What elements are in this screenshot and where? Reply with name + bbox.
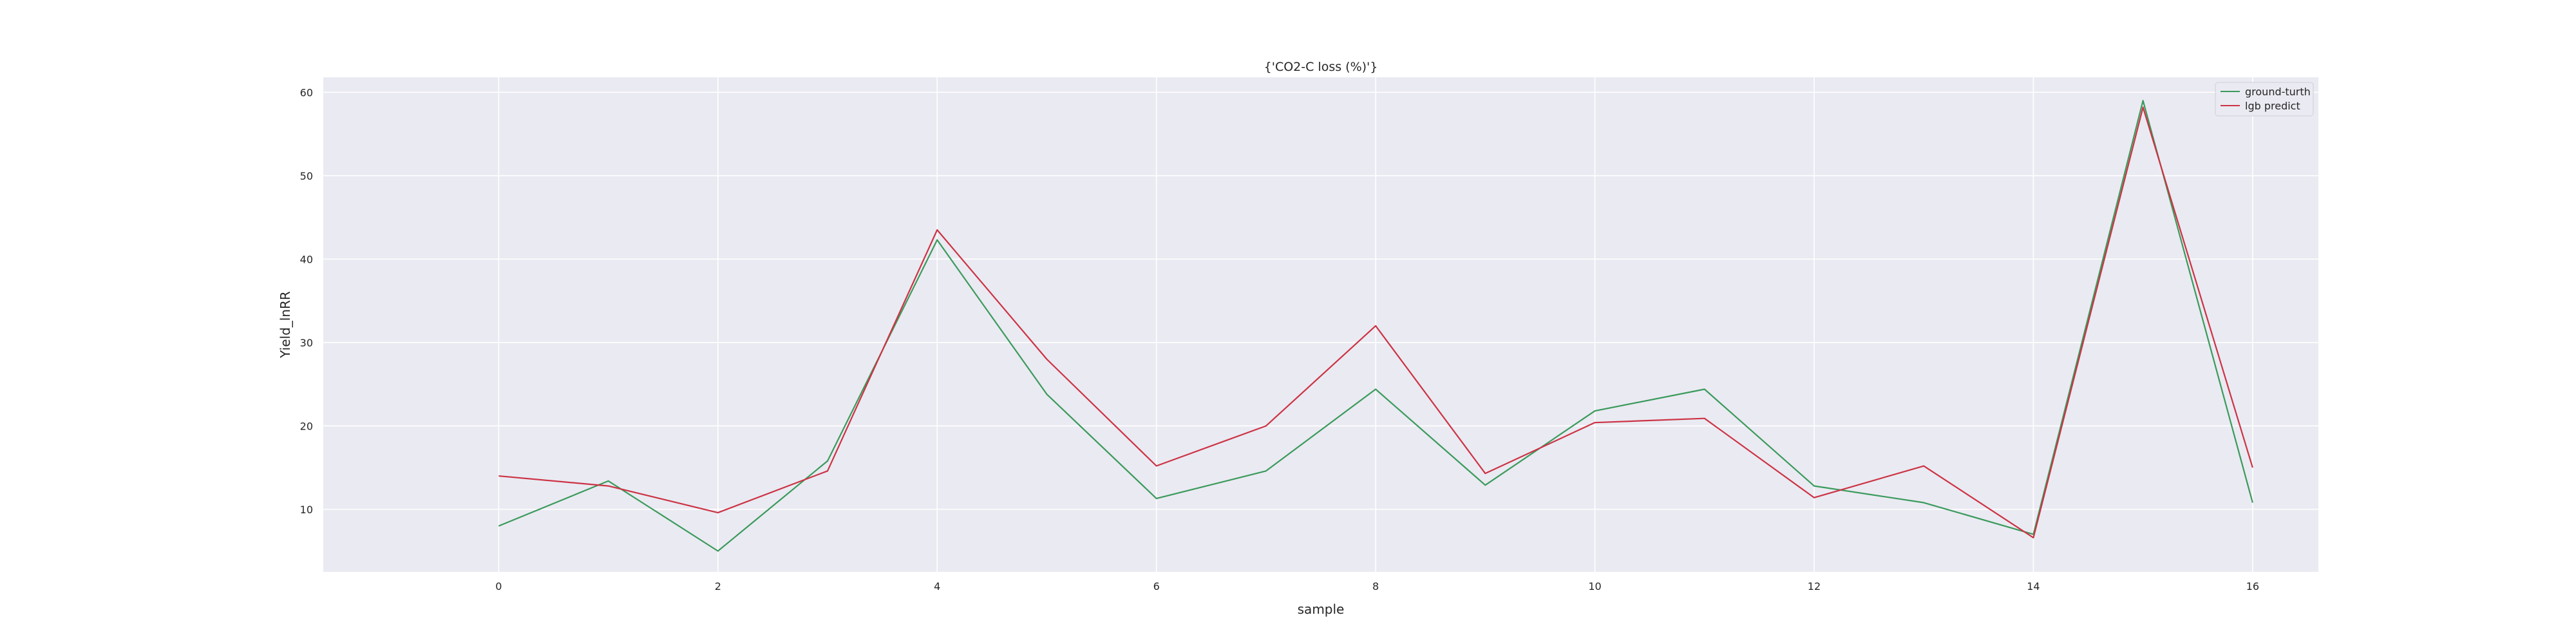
x-tick-label: 10 (1588, 580, 1601, 592)
series-lines (498, 100, 2253, 552)
y-tick-labels: 10 20 30 40 50 60 (300, 86, 313, 516)
legend-label-ground-turth: ground-turth (2245, 86, 2311, 98)
x-tick-label: 12 (1808, 580, 1821, 592)
y-tick-label: 30 (300, 337, 313, 349)
plot-area (323, 77, 2318, 572)
y-axis-label: Yield_lnRR (278, 291, 293, 359)
y-tick-label: 40 (300, 253, 313, 265)
x-tick-label: 2 (715, 580, 721, 592)
y-tick-label: 60 (300, 86, 313, 99)
series-line-lgb-predict (498, 106, 2253, 539)
x-tick-label: 4 (934, 580, 940, 592)
x-tick-label: 6 (1153, 580, 1160, 592)
x-tick-label: 16 (2246, 580, 2259, 592)
chart-title: {'CO2-C loss (%)'} (1264, 60, 1378, 74)
y-tick-label: 10 (300, 504, 313, 516)
x-tick-label: 8 (1372, 580, 1379, 592)
grid (323, 77, 2318, 572)
x-tick-label: 14 (2027, 580, 2040, 592)
y-tick-label: 50 (300, 170, 313, 182)
legend-label-lgb-predict: lgb predict (2245, 100, 2300, 112)
x-tick-labels: 0 2 4 6 8 10 12 14 16 (495, 580, 2259, 592)
x-axis-label: sample (1298, 601, 1345, 617)
legend: ground-turth lgb predict (2215, 82, 2314, 117)
y-tick-label: 20 (300, 420, 313, 432)
x-tick-label: 0 (495, 580, 502, 592)
series-line-ground-turth (498, 100, 2253, 552)
